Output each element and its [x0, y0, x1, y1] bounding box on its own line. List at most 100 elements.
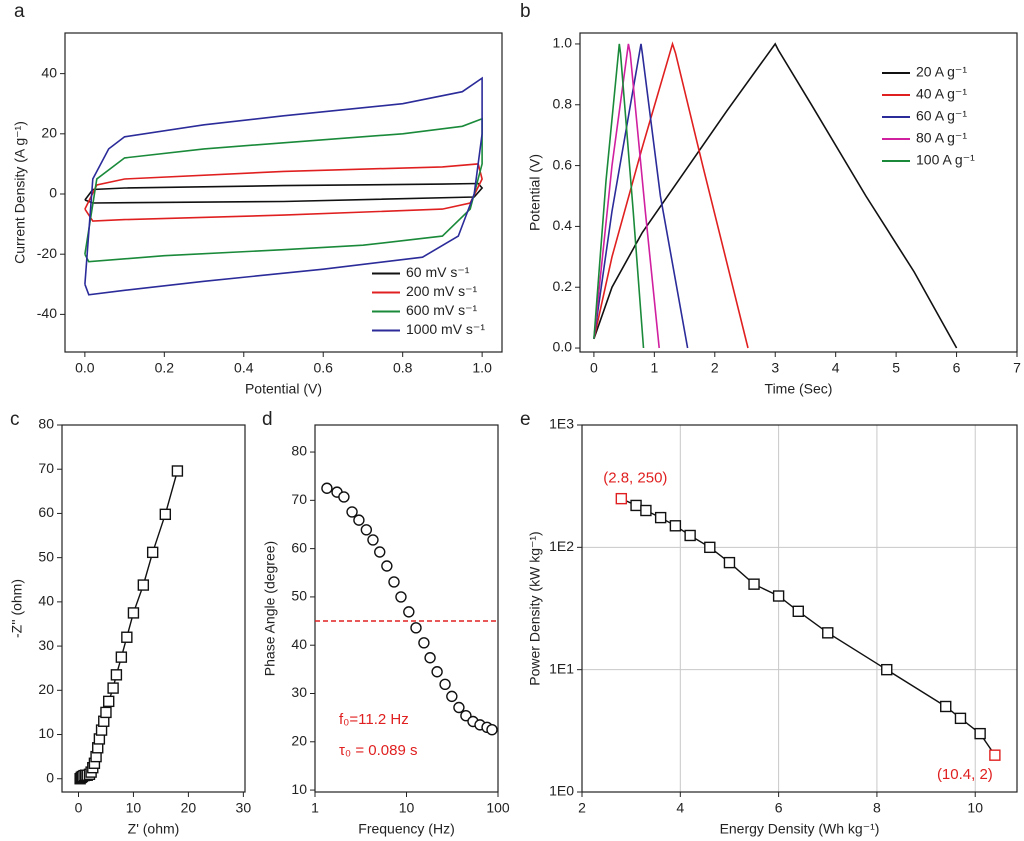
y-tick-label: 40	[38, 593, 54, 609]
legend-label: 80 A g⁻¹	[916, 130, 967, 146]
y-tick-label: 60	[38, 504, 54, 520]
x-tick-label: 7	[1013, 360, 1021, 376]
x-tick-label: 5	[892, 360, 900, 376]
data-point	[353, 514, 365, 526]
data-point	[395, 591, 407, 603]
x-axis-label: Potential (V)	[245, 381, 322, 397]
data-point	[446, 690, 458, 703]
y-tick-label: 1E2	[549, 538, 574, 554]
y-tick-label: 20	[38, 681, 54, 697]
data-point	[822, 627, 834, 639]
x-tick-label: 3	[771, 360, 779, 376]
data-point	[615, 492, 628, 505]
y-tick-label: 60	[291, 539, 307, 555]
data-point	[654, 511, 667, 524]
panel-label: b	[520, 1, 531, 22]
y-tick-label: 1.0	[553, 35, 573, 51]
legend-label: 600 mV s⁻¹	[406, 302, 478, 318]
x-axis-label: Time (Sec)	[765, 381, 833, 397]
x-tick-label: 0.6	[313, 360, 333, 376]
series-line	[84, 117, 483, 263]
panel-label: a	[14, 1, 25, 22]
x-tick-label: 0.2	[155, 360, 175, 376]
data-point	[321, 482, 333, 494]
x-tick-label: 0	[75, 800, 83, 816]
legend-label: 20 A g⁻¹	[916, 64, 967, 80]
data-point	[121, 631, 133, 643]
plot-frame	[64, 32, 503, 353]
x-tick-label: 2	[711, 360, 719, 376]
data-point	[424, 652, 436, 664]
y-tick-label: 50	[38, 548, 54, 564]
y-axis-label: Phase Angle (degree)	[262, 541, 278, 676]
data-point	[974, 727, 986, 740]
y-tick-label: 80	[291, 443, 307, 459]
data-point	[338, 491, 350, 503]
annotation: τ₀ = 0.089 s	[339, 742, 417, 759]
data-point	[159, 508, 172, 521]
y-tick-label: 40	[291, 636, 307, 652]
legend-label: 60 A g⁻¹	[916, 108, 967, 124]
x-tick-label: 1.0	[472, 360, 492, 376]
x-tick-label: 1	[311, 800, 319, 816]
series-line	[593, 43, 645, 349]
legend-label: 40 A g⁻¹	[916, 86, 967, 102]
y-tick-label: 20	[41, 125, 57, 141]
data-point	[792, 605, 804, 617]
data-point	[171, 465, 184, 477]
data-point	[772, 590, 785, 602]
data-point	[127, 607, 140, 619]
y-tick-label: 10	[291, 781, 307, 797]
data-point	[881, 663, 893, 676]
data-point	[486, 724, 498, 736]
x-tick-label: 30	[236, 800, 252, 816]
x-tick-label: 4	[676, 800, 684, 816]
y-tick-label: -40	[37, 305, 57, 321]
data-point	[403, 606, 415, 618]
data-point	[704, 541, 716, 554]
data-point	[381, 560, 393, 572]
y-axis-label: Power Density (kW kg⁻¹)	[527, 531, 543, 685]
data-point	[367, 534, 379, 546]
y-tick-label: 0.6	[553, 156, 573, 172]
series-line	[593, 43, 689, 349]
x-tick-label: 4	[832, 360, 840, 376]
series-line	[593, 43, 660, 349]
y-tick-label: 0	[49, 185, 57, 201]
x-axis-label: Frequency (Hz)	[358, 821, 454, 837]
legend-label: 100 A g⁻¹	[916, 152, 975, 168]
legend-label: 200 mV s⁻¹	[406, 283, 478, 299]
x-tick-label: 8	[873, 800, 881, 816]
y-tick-label: 0.0	[553, 339, 573, 355]
series-line	[84, 76, 483, 296]
y-axis-label: Current Density (A g⁻¹)	[12, 121, 28, 264]
data-point	[410, 622, 422, 634]
data-point	[684, 529, 696, 542]
data-point	[630, 499, 642, 512]
x-tick-label: 0.8	[393, 360, 413, 376]
annotation: (2.8, 250)	[603, 470, 667, 487]
legend-label: 60 mV s⁻¹	[406, 264, 470, 280]
x-tick-label: 100	[486, 800, 510, 816]
x-tick-label: 1	[650, 360, 658, 376]
series-line	[84, 182, 484, 204]
data-point	[748, 578, 760, 590]
y-tick-label: 70	[291, 491, 307, 507]
annotation: (10.4, 2)	[937, 766, 993, 783]
annotation: f₀=11.2 Hz	[339, 711, 409, 728]
x-tick-label: 6	[953, 360, 961, 376]
x-tick-label: 0.4	[234, 360, 254, 376]
series-line	[593, 41, 749, 349]
data-point	[723, 556, 736, 569]
y-tick-label: 0.2	[553, 278, 573, 294]
data-point	[107, 682, 119, 694]
panel-label: d	[262, 409, 273, 430]
panel-label: c	[10, 409, 20, 430]
x-tick-label: 0.0	[75, 360, 95, 376]
data-point	[669, 520, 682, 532]
data-point	[640, 504, 652, 517]
y-axis-label: -Z'' (ohm)	[9, 579, 25, 638]
y-tick-label: 0.4	[553, 217, 573, 233]
data-point	[100, 706, 112, 719]
